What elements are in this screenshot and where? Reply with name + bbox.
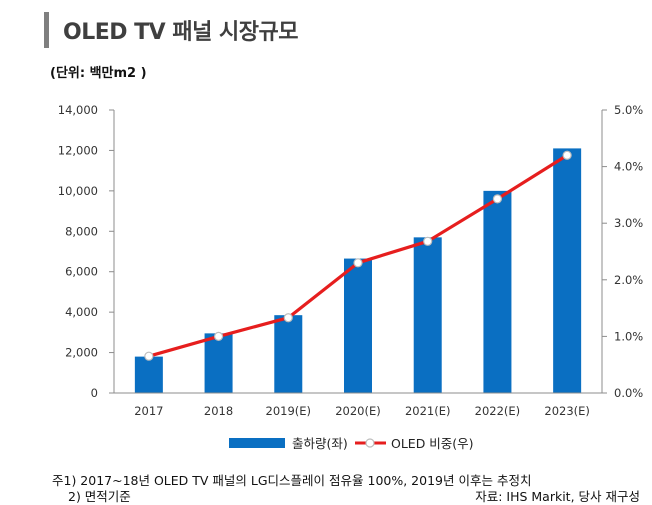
x-tick-label: 2021(E) bbox=[405, 404, 451, 418]
right-tick-label: 1.0% bbox=[614, 329, 643, 343]
left-tick-label: 14,000 bbox=[58, 103, 98, 117]
right-tick-label: 3.0% bbox=[614, 216, 643, 230]
x-tick-label: 2020(E) bbox=[335, 404, 381, 418]
legend-line-label: OLED 비중(우) bbox=[391, 436, 474, 451]
bar bbox=[553, 148, 582, 393]
right-y-axis: 0.0% 1.0% 2.0% 3.0% 4.0% 5.0% bbox=[601, 103, 643, 400]
bar bbox=[274, 315, 303, 393]
right-tick-label: 5.0% bbox=[614, 103, 643, 117]
left-tick-label: 10,000 bbox=[58, 184, 98, 198]
left-tick-label: 0 bbox=[91, 386, 98, 400]
footnote-2: 2) 면적기준 bbox=[68, 489, 131, 504]
bar bbox=[134, 356, 163, 393]
bar bbox=[204, 333, 233, 393]
line-point bbox=[144, 351, 154, 361]
right-tick-label: 0.0% bbox=[614, 386, 643, 400]
left-tick-label: 2,000 bbox=[65, 346, 98, 360]
page-title: OLED TV 패널 시장규모 bbox=[63, 20, 298, 45]
bar bbox=[483, 190, 512, 393]
bar bbox=[413, 237, 442, 393]
legend-bar-swatch bbox=[229, 438, 285, 448]
right-tick-label: 2.0% bbox=[614, 273, 643, 287]
bar-series bbox=[134, 148, 582, 393]
combo-chart: 02,0004,0006,0008,00010,00012,00014,000 … bbox=[58, 103, 644, 451]
line-point bbox=[492, 194, 503, 204]
right-tick-label: 4.0% bbox=[614, 160, 643, 174]
source-note: 자료: IHS Markit, 당사 재구성 bbox=[475, 489, 640, 504]
left-y-axis: 0 2,000 4,000 6,000 8,000 10,000 12,000 14,000 bbox=[58, 103, 115, 400]
line-series bbox=[144, 150, 572, 361]
left-tick-label: 6,000 bbox=[65, 265, 98, 279]
line-point bbox=[213, 331, 224, 341]
x-axis: 2017 2018 2019(E) 2020(E) 2021(E) 2022(E) 2023… bbox=[114, 392, 602, 418]
x-tick-label: 2019(E) bbox=[266, 404, 312, 418]
unit-label: (단위: 백만m2 ) bbox=[50, 66, 147, 81]
x-tick-label: 2018 bbox=[204, 404, 233, 418]
x-tick-label: 2022(E) bbox=[475, 404, 521, 418]
footnote-1: 주1) 2017~18년 OLED TV 패널의 LG디스플레이 점유율 100… bbox=[52, 473, 532, 488]
line-point bbox=[353, 258, 363, 268]
left-tick-label: 8,000 bbox=[65, 224, 98, 238]
line-point bbox=[283, 313, 293, 323]
line-point bbox=[562, 150, 572, 160]
title-accent-bar bbox=[44, 12, 49, 48]
bar bbox=[344, 258, 372, 393]
x-tick-label: 2023(E) bbox=[544, 404, 590, 418]
left-tick-label: 12,000 bbox=[58, 143, 98, 157]
legend: 출하량(좌) OLED 비중(우) bbox=[229, 436, 474, 451]
left-tick-label: 4,000 bbox=[65, 305, 98, 319]
legend-line-marker bbox=[365, 438, 375, 448]
line-point bbox=[423, 236, 433, 246]
legend-bar-label: 출하량(좌) bbox=[292, 436, 348, 451]
x-tick-label: 2017 bbox=[134, 404, 163, 418]
